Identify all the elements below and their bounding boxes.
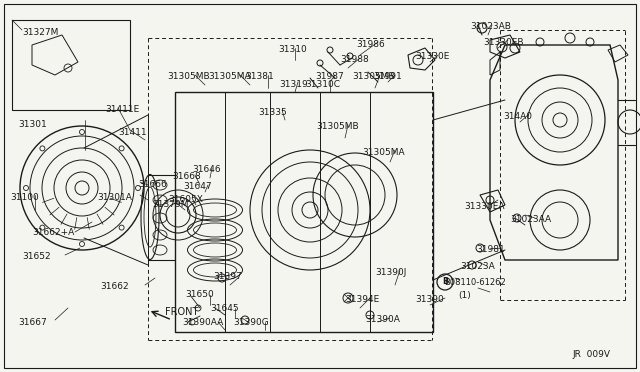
Text: 31991: 31991	[373, 72, 402, 81]
Text: 31335: 31335	[258, 108, 287, 117]
Bar	[12, 20, 130, 110]
Text: 31666: 31666	[138, 180, 167, 189]
Text: 31390AA: 31390AA	[182, 318, 223, 327]
Text: 31662+A: 31662+A	[32, 228, 74, 237]
Text: 31330EB: 31330EB	[483, 38, 524, 47]
Text: (1): (1)	[458, 291, 471, 300]
Polygon shape	[490, 45, 618, 260]
Text: 31394E: 31394E	[345, 295, 380, 304]
Text: 31652: 31652	[22, 252, 51, 261]
Text: 31645: 31645	[210, 304, 239, 313]
Text: B: B	[442, 278, 448, 286]
Bar	[175, 92, 433, 332]
Text: 31305MA: 31305MA	[362, 148, 404, 157]
Text: 31411: 31411	[118, 128, 147, 137]
Text: 31310: 31310	[278, 45, 307, 54]
Text: 31988: 31988	[340, 55, 369, 64]
Text: 31310C: 31310C	[305, 80, 340, 89]
Text: 31023AA: 31023AA	[510, 215, 551, 224]
Text: 31987: 31987	[315, 72, 344, 81]
Text: 31667: 31667	[18, 318, 47, 327]
Text: B08110-61262: B08110-61262	[444, 278, 506, 287]
Text: 31390A: 31390A	[365, 315, 400, 324]
Text: 31379M: 31379M	[152, 200, 189, 209]
Text: 31390: 31390	[415, 295, 444, 304]
Text: 31646: 31646	[192, 165, 221, 174]
Text: 31411E: 31411E	[105, 105, 140, 114]
Text: 31100: 31100	[10, 193, 39, 202]
Text: 31301A: 31301A	[97, 193, 132, 202]
Text: 31023A: 31023A	[460, 262, 495, 271]
Text: JR  009V: JR 009V	[572, 350, 610, 359]
Text: 31381: 31381	[245, 72, 274, 81]
Text: 31605X: 31605X	[168, 195, 203, 204]
Text: FRONT: FRONT	[165, 307, 198, 317]
Text: 31305MB: 31305MB	[316, 122, 358, 131]
Text: 31650: 31650	[185, 290, 214, 299]
Text: 31319: 31319	[279, 80, 308, 89]
Text: 31305MB: 31305MB	[167, 72, 210, 81]
Text: 31662: 31662	[100, 282, 129, 291]
Text: 31981: 31981	[476, 245, 505, 254]
Text: 31305MA: 31305MA	[208, 72, 251, 81]
Text: 31301: 31301	[18, 120, 47, 129]
Text: 31023AB: 31023AB	[470, 22, 511, 31]
Text: 314A0: 314A0	[503, 112, 532, 121]
Text: 31668: 31668	[172, 172, 201, 181]
Text: 31327M: 31327M	[22, 28, 58, 37]
Text: 31390G: 31390G	[233, 318, 269, 327]
Text: 31647: 31647	[183, 182, 212, 191]
Text: 31305MB: 31305MB	[352, 72, 395, 81]
Text: 31330EA: 31330EA	[464, 202, 504, 211]
Text: 31986: 31986	[356, 40, 385, 49]
Text: 31390J: 31390J	[375, 268, 406, 277]
Text: 31330E: 31330E	[415, 52, 449, 61]
Text: 31397: 31397	[213, 272, 242, 281]
